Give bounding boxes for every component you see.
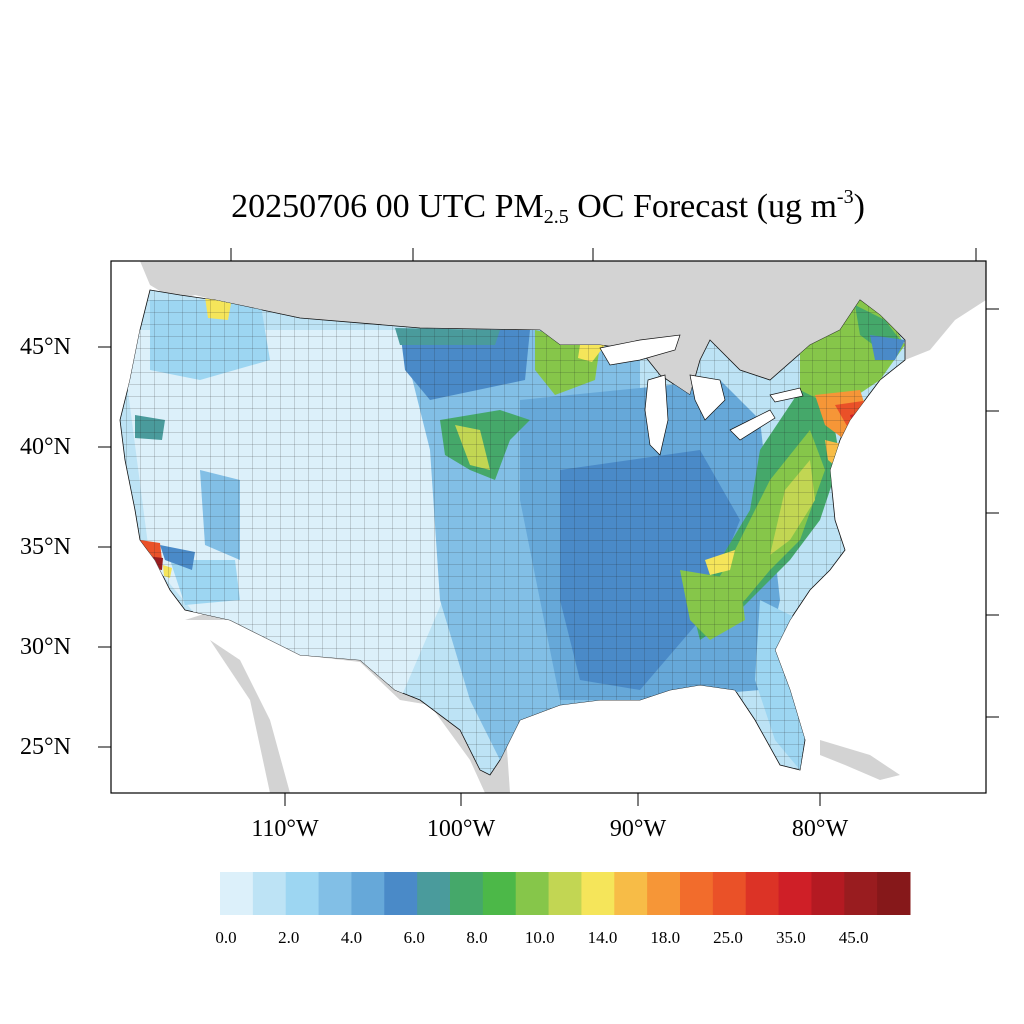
lat-label-35: 35°N [20,534,71,560]
colorbar-swatch [548,872,582,915]
lat-label-45: 45°N [20,334,71,360]
colorbar-swatch [318,872,352,915]
colorbar-label: 2.0 [278,928,300,947]
lake-erie [729,409,776,441]
colorbar-swatch [515,872,550,915]
map-frame [110,260,987,794]
colorbar-swatch [647,872,681,915]
lake-michigan [644,374,669,456]
colorbar-label: 10.0 [524,928,555,947]
colorbar-swatch [482,872,517,915]
colorbar-label: 25.0 [713,928,743,947]
colorbar-label: 45.0 [838,928,869,947]
colorbar-swatch [450,872,484,915]
map-ticks [98,248,999,806]
lake-huron [689,374,726,421]
colorbar-swatch [844,872,878,915]
colorbar-swatch [351,872,385,915]
colorbar-swatch [712,872,747,915]
colorbar-swatch [220,872,254,915]
colorbar-label: 6.0 [403,928,425,947]
colorbar-swatch [285,872,320,915]
cuba-land [820,740,900,780]
canada-land [140,261,986,395]
lon-label-110w: 110°W [251,816,319,842]
lake-superior [599,334,681,366]
colorbar-label: 35.0 [775,928,806,947]
colorbar-swatch [614,872,648,915]
map-title: 20250706 00 UTC PM2.5 OC Forecast (ug m-… [231,186,865,228]
colorbar-swatch [811,872,845,915]
map-panel [111,261,986,793]
colorbar [220,872,911,915]
lon-label-80w: 80°W [791,816,849,842]
lat-label-40: 40°N [20,434,71,460]
colorbar-swatch [581,872,615,915]
colorbar-label: 18.0 [650,928,681,947]
colorbar-swatch [778,872,812,915]
colorbar-label: 8.0 [466,928,488,947]
lon-label-90w: 90°W [609,816,667,842]
lat-label-25: 25°N [20,734,71,760]
lon-label-100w: 100°W [426,816,496,842]
colorbar-swatch [384,872,418,915]
colorbar-label: 14.0 [587,928,618,947]
colorbar-swatch [745,872,780,915]
colorbar-swatch [417,872,451,915]
colorbar-swatch [252,872,287,915]
lat-label-30: 30°N [20,634,71,660]
colorbar-swatch [680,872,714,915]
colorbar-swatch [877,872,911,915]
lake-ontario [769,387,804,403]
colorbar-label: 0.0 [215,928,237,947]
colorbar-label: 4.0 [340,928,363,947]
mexico-land [185,612,510,793]
